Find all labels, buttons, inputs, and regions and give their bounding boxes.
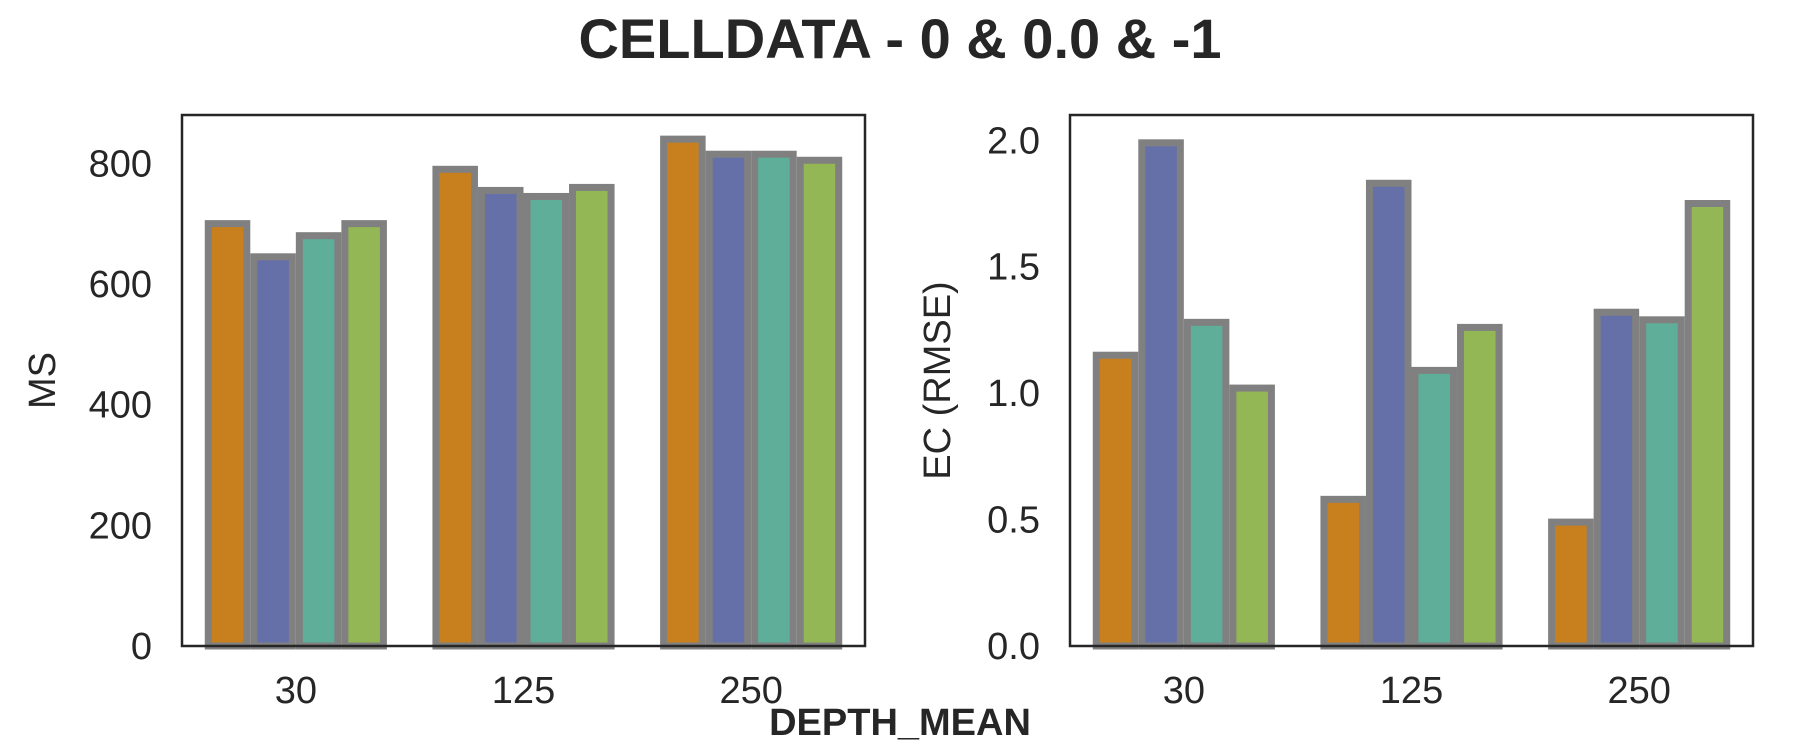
bar xyxy=(705,150,752,650)
bar xyxy=(250,253,296,650)
x-tick-label: 30 xyxy=(1163,670,1205,712)
y-tick-label: 200 xyxy=(89,505,152,547)
bar xyxy=(477,186,524,650)
bar xyxy=(1138,139,1184,650)
bar xyxy=(204,220,251,650)
bar xyxy=(1229,384,1275,650)
bar xyxy=(341,220,387,650)
bar xyxy=(432,165,478,650)
bar xyxy=(1593,308,1640,650)
bar xyxy=(1365,179,1412,650)
x-tick-label: 250 xyxy=(1607,670,1670,712)
bar xyxy=(523,192,570,650)
y-tick-label: 800 xyxy=(89,143,152,185)
chart-panel-2: 0.0 0.5 1.0 1.5 2.0 30 125 250 EC (RMSE) xyxy=(917,113,1755,712)
axes-frame xyxy=(180,113,867,648)
y-tick-label: 1.5 xyxy=(987,247,1040,289)
bar xyxy=(751,150,797,650)
x-tick-label: 250 xyxy=(719,670,782,712)
y-axis-label: EC (RMSE) xyxy=(917,281,959,479)
chart-panel-1: 0 200 400 600 800 30 125 250 MS xyxy=(22,113,867,712)
y-tick-label: 2.0 xyxy=(987,120,1040,162)
bar xyxy=(1684,200,1731,650)
bar xyxy=(1092,351,1139,650)
bar xyxy=(796,156,843,650)
axes-frame xyxy=(1068,113,1755,648)
x-tick-label: 30 xyxy=(275,670,317,712)
bar xyxy=(660,135,706,650)
y-tick-label: 1.0 xyxy=(987,373,1040,415)
x-tick-label: 125 xyxy=(492,670,555,712)
bar xyxy=(1457,323,1503,650)
bar xyxy=(295,232,342,650)
bar xyxy=(1639,316,1685,650)
bar xyxy=(1411,366,1458,650)
bar xyxy=(569,183,615,650)
bar xyxy=(1183,318,1230,650)
figure-title: CELLDATA - 0 & 0.0 & -1 xyxy=(578,7,1222,70)
bar xyxy=(1548,518,1594,650)
y-tick-label: 0.5 xyxy=(987,500,1040,542)
y-tick-label: 400 xyxy=(89,385,152,427)
y-tick-label: 0.0 xyxy=(987,626,1040,668)
y-axis-label: MS xyxy=(22,352,64,409)
y-tick-label: 0 xyxy=(131,626,152,668)
y-tick-label: 600 xyxy=(89,264,152,306)
shared-x-axis-label: DEPTH_MEAN xyxy=(769,702,1031,744)
x-tick-label: 125 xyxy=(1380,670,1443,712)
bar xyxy=(1320,495,1366,650)
